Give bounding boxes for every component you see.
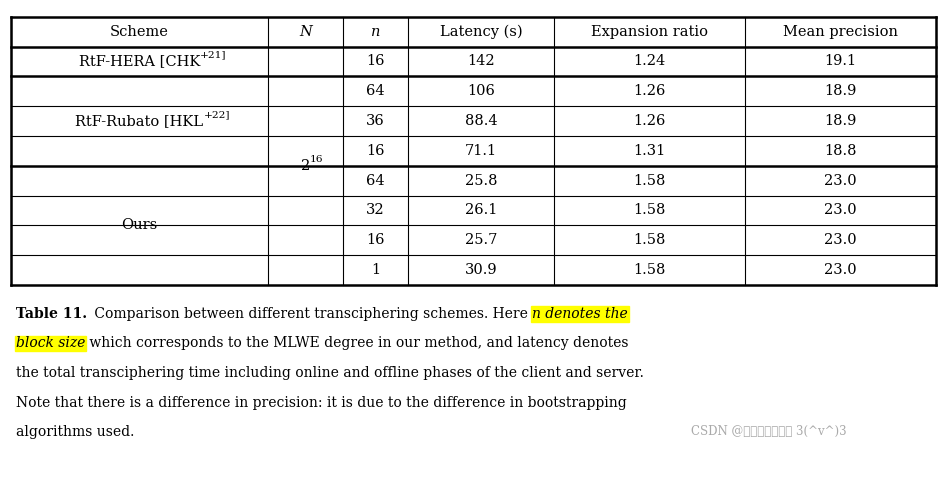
Text: 2: 2 (300, 159, 310, 173)
Text: 1.58: 1.58 (634, 174, 666, 188)
Text: 36: 36 (366, 114, 384, 128)
Text: Latency (s): Latency (s) (439, 24, 523, 39)
Text: 23.0: 23.0 (824, 174, 856, 188)
Text: 1.26: 1.26 (634, 114, 666, 128)
Text: Note that there is a difference in precision: it is due to the difference in boo: Note that there is a difference in preci… (16, 396, 627, 410)
Text: +21]: +21] (200, 50, 226, 59)
Text: 19.1: 19.1 (824, 55, 856, 68)
Text: 1.58: 1.58 (634, 233, 666, 247)
Text: the total transciphering time including online and offline phases of the client : the total transciphering time including … (16, 366, 644, 380)
Text: Comparison between different transciphering schemes. Here: Comparison between different transcipher… (90, 307, 532, 320)
Text: 88.4: 88.4 (465, 114, 497, 128)
Text: 142: 142 (467, 55, 495, 68)
Text: which corresponds to the MLWE degree in our method, and latency denotes: which corresponds to the MLWE degree in … (85, 336, 629, 350)
Text: 25.8: 25.8 (465, 174, 497, 188)
Text: 32: 32 (366, 204, 384, 217)
Text: 18.9: 18.9 (824, 84, 856, 98)
Text: n denotes the: n denotes the (532, 307, 628, 320)
Text: n: n (371, 24, 381, 39)
Text: 71.1: 71.1 (465, 144, 497, 158)
Text: 1.58: 1.58 (634, 204, 666, 217)
Text: 1: 1 (371, 263, 380, 277)
Text: 16: 16 (310, 155, 323, 164)
Text: 30.9: 30.9 (465, 263, 497, 277)
Text: Table 11.: Table 11. (16, 307, 87, 320)
Text: 1.24: 1.24 (634, 55, 666, 68)
Text: 64: 64 (366, 84, 384, 98)
Text: 25.7: 25.7 (465, 233, 497, 247)
Text: 23.0: 23.0 (824, 204, 856, 217)
Text: Expansion ratio: Expansion ratio (591, 24, 707, 39)
Text: 16: 16 (366, 233, 384, 247)
Text: CSDN @山登绝顶我为峰 3(^v^)3: CSDN @山登绝顶我为峰 3(^v^)3 (691, 425, 847, 438)
Text: N: N (299, 24, 312, 39)
Text: Scheme: Scheme (110, 24, 169, 39)
Text: Ours: Ours (121, 218, 157, 232)
Text: algorithms used.: algorithms used. (16, 425, 134, 439)
Text: block size: block size (16, 336, 85, 350)
Text: 16: 16 (366, 144, 384, 158)
Text: 23.0: 23.0 (824, 233, 856, 247)
Text: 1.58: 1.58 (634, 263, 666, 277)
Text: 18.8: 18.8 (824, 144, 856, 158)
Text: +22]: +22] (204, 110, 230, 119)
Text: 64: 64 (366, 174, 384, 188)
Text: Mean precision: Mean precision (782, 24, 898, 39)
Text: 1.26: 1.26 (634, 84, 666, 98)
Text: 1.31: 1.31 (634, 144, 666, 158)
Text: 16: 16 (366, 55, 384, 68)
Text: RtF-HERA [CHK: RtF-HERA [CHK (79, 55, 200, 68)
Text: 26.1: 26.1 (465, 204, 497, 217)
Text: 23.0: 23.0 (824, 263, 856, 277)
Text: 106: 106 (467, 84, 495, 98)
Text: RtF-Rubato [HKL: RtF-Rubato [HKL (76, 114, 204, 128)
Text: 18.9: 18.9 (824, 114, 856, 128)
